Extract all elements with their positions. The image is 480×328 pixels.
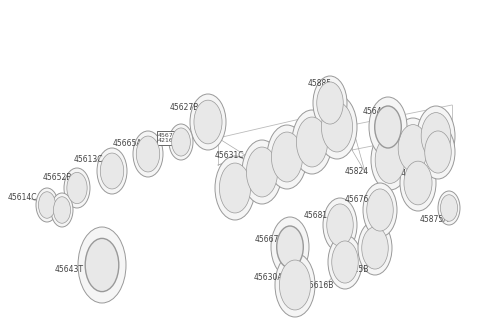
Text: 45652B: 45652B <box>43 174 72 182</box>
Text: 45667T: 45667T <box>255 236 284 244</box>
Ellipse shape <box>271 132 302 182</box>
Ellipse shape <box>369 97 407 157</box>
Ellipse shape <box>172 128 191 156</box>
Ellipse shape <box>404 161 432 205</box>
Ellipse shape <box>322 102 353 152</box>
Ellipse shape <box>375 136 405 183</box>
Ellipse shape <box>169 124 193 160</box>
Text: 45613C: 45613C <box>74 155 104 165</box>
Ellipse shape <box>358 221 392 275</box>
Ellipse shape <box>441 195 457 221</box>
Text: 45643T: 45643T <box>363 108 392 116</box>
Text: 45676A: 45676A <box>345 195 374 204</box>
Ellipse shape <box>67 173 87 204</box>
Text: 45627B: 45627B <box>170 102 199 112</box>
Ellipse shape <box>219 163 251 213</box>
Text: 45630A: 45630A <box>254 274 284 282</box>
Ellipse shape <box>53 197 71 223</box>
Ellipse shape <box>38 192 56 218</box>
Ellipse shape <box>332 241 358 283</box>
Ellipse shape <box>275 253 315 317</box>
Ellipse shape <box>276 226 303 268</box>
Ellipse shape <box>317 95 357 159</box>
Ellipse shape <box>78 227 126 303</box>
Text: 45681: 45681 <box>304 211 328 219</box>
Text: 45616B: 45616B <box>305 280 335 290</box>
Ellipse shape <box>296 117 327 167</box>
Ellipse shape <box>271 217 309 277</box>
Ellipse shape <box>36 188 58 222</box>
Ellipse shape <box>194 100 222 144</box>
Ellipse shape <box>421 125 455 179</box>
Ellipse shape <box>313 76 347 130</box>
Ellipse shape <box>292 110 332 174</box>
Ellipse shape <box>375 106 401 148</box>
Text: 45885: 45885 <box>308 79 332 89</box>
Ellipse shape <box>97 148 127 194</box>
Ellipse shape <box>136 136 160 172</box>
Text: 45679
42168: 45679 42168 <box>158 133 178 143</box>
Ellipse shape <box>367 189 393 231</box>
Ellipse shape <box>279 260 311 310</box>
Ellipse shape <box>51 193 73 227</box>
Text: 45643T: 45643T <box>55 265 84 275</box>
Ellipse shape <box>421 113 451 159</box>
Ellipse shape <box>85 238 119 292</box>
Text: 45874A: 45874A <box>383 169 412 177</box>
Ellipse shape <box>371 130 409 190</box>
Ellipse shape <box>363 183 397 237</box>
Ellipse shape <box>133 131 163 177</box>
Ellipse shape <box>398 125 428 172</box>
Ellipse shape <box>323 198 357 252</box>
Ellipse shape <box>100 153 124 189</box>
Text: 45824: 45824 <box>345 168 369 176</box>
Text: 45614C: 45614C <box>8 194 37 202</box>
Ellipse shape <box>64 168 90 208</box>
Ellipse shape <box>417 106 455 166</box>
Text: 43225: 43225 <box>410 133 434 142</box>
Ellipse shape <box>327 204 353 246</box>
Ellipse shape <box>425 131 451 173</box>
Ellipse shape <box>215 156 255 220</box>
Text: 45631C: 45631C <box>215 151 244 159</box>
Text: 45875A: 45875A <box>420 215 449 224</box>
Ellipse shape <box>400 155 436 211</box>
Ellipse shape <box>190 94 226 150</box>
Ellipse shape <box>246 147 277 197</box>
Ellipse shape <box>394 118 432 178</box>
Ellipse shape <box>267 125 307 189</box>
Text: 45615B: 45615B <box>340 265 370 275</box>
Ellipse shape <box>242 140 282 204</box>
Text: 45665A: 45665A <box>113 138 143 148</box>
Ellipse shape <box>438 191 460 225</box>
Ellipse shape <box>362 227 388 269</box>
Ellipse shape <box>328 235 362 289</box>
Ellipse shape <box>317 82 343 124</box>
